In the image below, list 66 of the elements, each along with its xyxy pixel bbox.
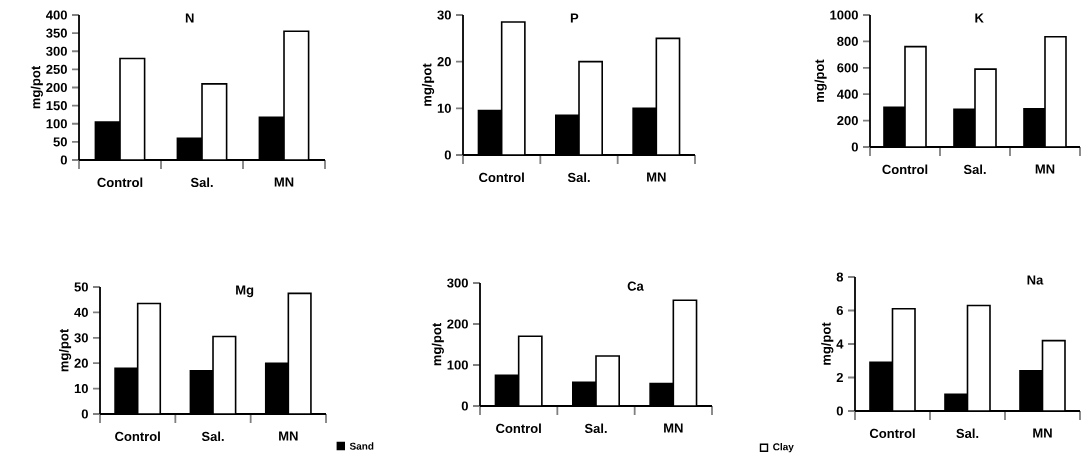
x-tick-label: Sal. <box>567 172 590 183</box>
y-axis-title: mg/pot <box>421 63 435 106</box>
x-tick-label: Control <box>496 423 541 434</box>
y-tick-label: 0 <box>461 401 468 411</box>
x-tick-label: Sal. <box>956 428 979 439</box>
x-tick-label: Sal. <box>201 431 224 442</box>
chart-title: N <box>185 13 194 23</box>
y-tick-label: 0 <box>444 150 451 160</box>
y-tick-label: 400 <box>46 10 67 20</box>
y-tick-label: 300 <box>46 46 67 56</box>
x-tick-label: MN <box>1033 428 1052 438</box>
x-tick-label: Control <box>97 177 143 188</box>
y-tick-label: 50 <box>74 282 88 292</box>
y-tick-label: 800 <box>837 36 858 46</box>
y-tick-label: 0 <box>60 155 67 165</box>
chart-title: Ca <box>627 281 644 291</box>
y-tick-label: 200 <box>837 115 858 126</box>
y-tick-label: 200 <box>447 319 468 329</box>
x-tick-label: Control <box>869 428 915 439</box>
y-tick-label: 150 <box>46 101 67 111</box>
y-tick-label: 8 <box>836 272 844 282</box>
y-tick-label: 300 <box>447 278 468 288</box>
y-tick-label: 600 <box>837 63 858 73</box>
y-tick-label: 10 <box>74 383 88 394</box>
x-tick-label: Sal. <box>963 164 986 175</box>
chart-title: Mg <box>236 285 254 298</box>
x-tick-label: MN <box>647 172 666 182</box>
x-tick-label: Sal. <box>584 423 607 434</box>
x-tick-label: Control <box>115 431 160 442</box>
y-tick-label: 30 <box>437 10 451 20</box>
x-tick-label: MN <box>279 431 298 441</box>
x-tick-label: MN <box>274 177 294 187</box>
y-tick-label: 20 <box>74 358 88 368</box>
y-tick-label: 100 <box>46 119 67 129</box>
y-tick-label: 2 <box>836 372 843 383</box>
x-tick-label: MN <box>1035 164 1055 174</box>
y-tick-label: 250 <box>46 64 67 74</box>
legend-label: Clay <box>773 443 794 453</box>
y-tick-label: 20 <box>437 57 451 67</box>
y-axis-title: mg/pot <box>821 322 834 365</box>
y-tick-label: 350 <box>46 28 67 38</box>
y-tick-label: 40 <box>74 307 88 317</box>
y-axis-title: mg/pot <box>58 328 72 372</box>
y-tick-label: 1000 <box>830 10 858 20</box>
chart-title: Na <box>1027 275 1044 285</box>
y-tick-label: 0 <box>836 406 843 416</box>
y-tick-label: 200 <box>46 82 67 93</box>
y-tick-label: 4 <box>836 339 844 349</box>
y-axis-title: mg/pot <box>431 322 444 366</box>
x-tick-label: Control <box>882 164 928 175</box>
y-tick-label: 30 <box>74 333 88 343</box>
x-tick-label: Control <box>479 172 524 183</box>
y-tick-label: 400 <box>836 89 858 99</box>
x-tick-label: MN <box>664 423 683 433</box>
y-tick-label: 0 <box>851 142 858 152</box>
y-tick-label: 0 <box>81 409 88 419</box>
y-axis-title: mg/pot <box>30 65 43 109</box>
y-axis-title: mg/pot <box>814 59 827 102</box>
y-tick-label: 50 <box>53 137 67 147</box>
chart-title: K <box>975 13 984 23</box>
y-tick-label: 10 <box>437 103 451 113</box>
chart-title: P <box>570 13 579 23</box>
y-tick-label: 100 <box>447 360 468 370</box>
legend-label: Sand <box>349 442 374 450</box>
x-tick-label: Sal. <box>190 177 213 188</box>
y-tick-label: 6 <box>836 305 843 316</box>
